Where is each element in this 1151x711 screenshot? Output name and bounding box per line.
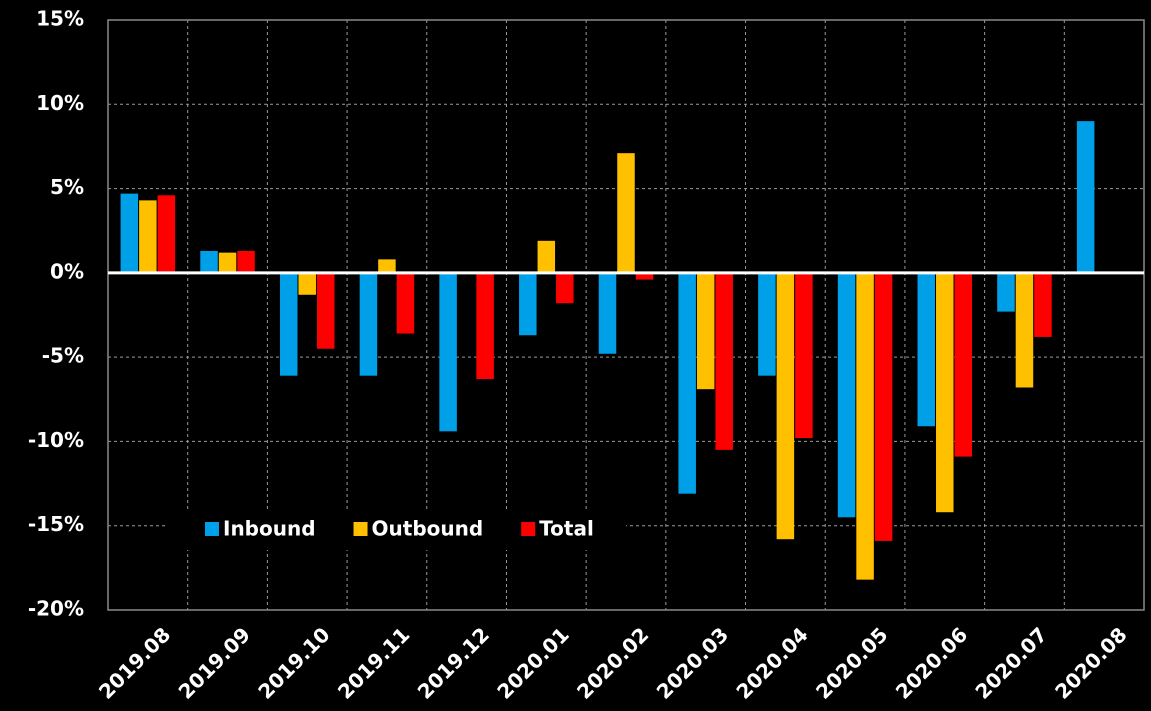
legend-swatch — [521, 522, 536, 536]
legend-box — [166, 510, 626, 550]
bar — [157, 195, 176, 273]
bar — [1015, 272, 1034, 388]
y-tick-label: -15% — [28, 512, 84, 536]
x-tick-label: 2019.08 — [94, 622, 175, 703]
x-tick-label: 2020.07 — [971, 622, 1052, 703]
bar — [1034, 272, 1052, 337]
legend-label: Total — [539, 517, 594, 541]
bar — [1076, 121, 1095, 273]
bar — [237, 250, 255, 273]
bar — [795, 272, 813, 439]
bar — [298, 272, 316, 295]
y-tick-label: 15% — [36, 7, 84, 31]
bar — [936, 272, 954, 513]
bar — [917, 272, 936, 427]
bar — [617, 153, 635, 273]
y-tick-label: -20% — [28, 597, 84, 621]
x-tick-label: 2020.05 — [811, 622, 892, 703]
bar — [635, 272, 654, 280]
bar — [316, 272, 335, 349]
bar — [396, 272, 415, 334]
bar — [997, 272, 1015, 312]
bar — [598, 272, 617, 354]
x-tick-label: 2020.08 — [1050, 622, 1131, 703]
x-tick-label: 2020.06 — [891, 622, 972, 703]
plot-border — [107, 19, 1145, 611]
legend-label: Outbound — [372, 517, 484, 541]
x-tick-label: 2019.12 — [413, 622, 494, 703]
y-tick-label: 10% — [36, 91, 84, 115]
bar — [556, 272, 574, 304]
legend-label: Inbound — [223, 517, 316, 541]
bar — [776, 272, 795, 540]
x-tick-label: 2019.09 — [174, 622, 255, 703]
bar — [837, 272, 856, 518]
bar — [120, 193, 139, 273]
bar — [519, 272, 537, 336]
bar — [856, 272, 874, 580]
x-tick-label: 2019.10 — [253, 622, 334, 703]
x-tick-label: 2020.04 — [731, 622, 812, 703]
bar — [758, 272, 776, 376]
y-tick-label: 5% — [50, 175, 84, 199]
bar — [715, 272, 733, 450]
bar — [139, 200, 157, 273]
x-tick-label: 2020.03 — [652, 622, 733, 703]
legend-swatch — [205, 522, 219, 536]
bar — [200, 250, 218, 273]
y-tick-label: -10% — [28, 428, 84, 452]
legend: Inbound Outbound Total — [166, 510, 626, 550]
x-tick-label: 2020.01 — [492, 622, 573, 703]
bar — [378, 259, 396, 273]
bar — [218, 252, 237, 273]
y-tick-label: 0% — [50, 259, 84, 283]
y-tick-label: -5% — [42, 344, 84, 368]
bar — [439, 272, 457, 432]
x-tick-label: 2020.02 — [572, 622, 653, 703]
bar — [678, 272, 696, 494]
bar — [696, 272, 715, 390]
legend-swatch — [353, 522, 368, 536]
bar — [537, 240, 556, 273]
bar — [359, 272, 378, 376]
bar — [279, 272, 298, 376]
bar — [874, 272, 893, 541]
x-tick-label: 2019.11 — [333, 622, 414, 703]
bar — [954, 272, 973, 457]
bar — [476, 272, 494, 380]
